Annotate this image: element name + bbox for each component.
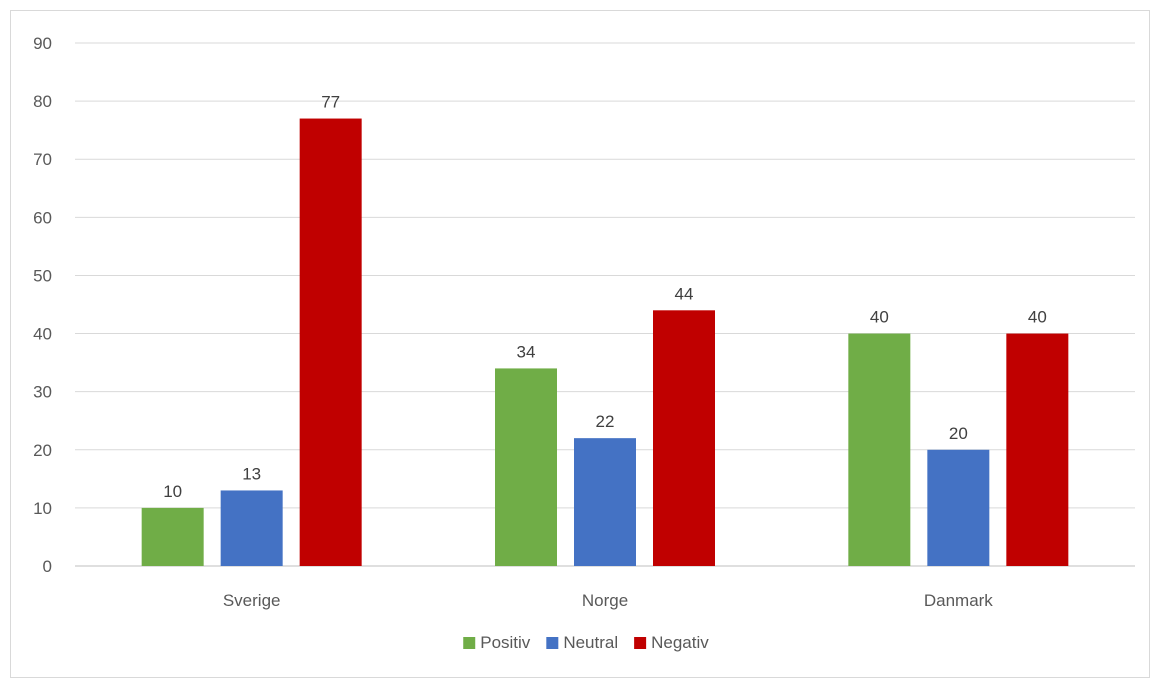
y-tick-label: 0	[43, 557, 52, 576]
bars	[141, 118, 1069, 567]
chart-frame	[10, 10, 1150, 678]
legend-label: Neutral	[563, 633, 618, 652]
y-tick-label: 40	[33, 325, 52, 344]
legend: Positiv Neutral Negativ	[463, 633, 709, 652]
bar	[653, 310, 715, 566]
y-axis-ticks: 0 10 20 30 40 50 60 70 80 90	[33, 34, 52, 576]
x-tick-label: Sverige	[223, 591, 281, 610]
legend-swatch	[463, 637, 476, 649]
legend-item: Neutral	[546, 633, 618, 652]
data-label: 34	[517, 342, 536, 361]
y-tick-label: 10	[33, 499, 52, 518]
legend-swatch	[546, 637, 559, 649]
y-tick-label: 70	[33, 150, 52, 169]
bar	[848, 333, 911, 566]
bar	[495, 368, 557, 566]
data-label: 13	[242, 464, 261, 483]
data-label: 40	[1028, 308, 1047, 327]
bar	[141, 507, 204, 566]
data-label: 20	[949, 424, 968, 443]
y-tick-label: 50	[33, 266, 52, 285]
bar	[299, 118, 362, 567]
y-tick-label: 90	[33, 34, 52, 53]
legend-label: Positiv	[480, 633, 531, 652]
bar	[574, 438, 636, 566]
x-tick-label: Norge	[582, 591, 628, 610]
bar	[1006, 333, 1069, 566]
y-tick-label: 20	[33, 441, 52, 460]
legend-item: Negativ	[634, 633, 709, 652]
legend-swatch	[634, 637, 647, 649]
bar	[927, 449, 990, 566]
data-label: 10	[163, 482, 182, 501]
legend-item: Positiv	[463, 633, 531, 652]
y-tick-label: 30	[33, 383, 52, 402]
legend-label: Negativ	[651, 633, 709, 652]
data-labels: 10 13 77 34 22 44 40 20 40	[163, 93, 1047, 501]
y-tick-label: 60	[33, 208, 52, 227]
x-tick-label: Danmark	[924, 591, 993, 610]
data-label: 77	[321, 93, 340, 112]
y-tick-label: 80	[33, 92, 52, 111]
data-label: 22	[596, 412, 615, 431]
data-label: 44	[675, 284, 694, 303]
data-label: 40	[870, 308, 889, 327]
bar	[220, 490, 283, 566]
x-axis-ticks: Sverige Norge Danmark	[223, 591, 993, 610]
